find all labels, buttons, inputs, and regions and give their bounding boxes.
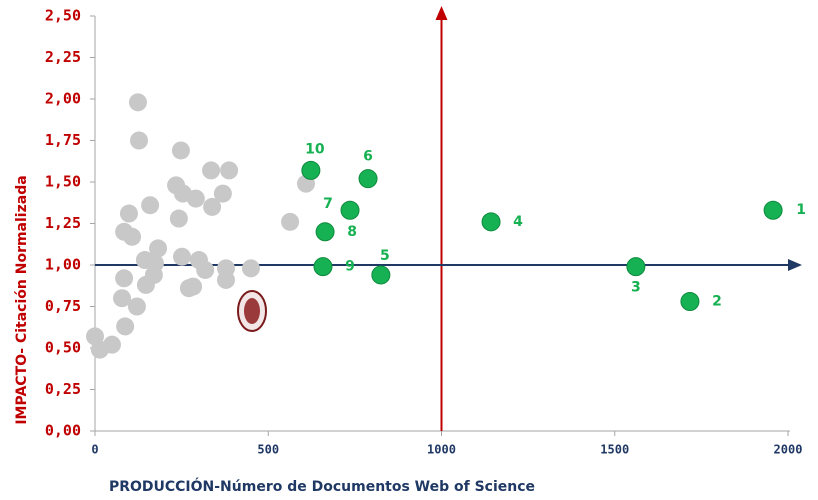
point-label: 4 — [513, 214, 523, 230]
point — [281, 212, 300, 231]
point — [371, 265, 391, 285]
point — [171, 141, 190, 160]
y-tick-label: 1,75 — [45, 131, 81, 149]
point — [196, 260, 215, 279]
point-label: 1 — [796, 202, 806, 218]
point — [481, 212, 501, 232]
point-label: 9 — [345, 259, 355, 275]
point — [128, 93, 147, 112]
x-tick-label: 1000 — [427, 443, 456, 457]
point — [763, 200, 783, 220]
point — [213, 184, 232, 203]
point — [340, 200, 360, 220]
y-tick-label: 1,50 — [45, 173, 81, 191]
y-reference-arrow — [788, 259, 802, 271]
y-tick-label: 0,25 — [45, 380, 81, 398]
y-tick-label: 0,00 — [45, 422, 81, 440]
y-tick-label: 2,00 — [45, 90, 81, 108]
x-tick-label: 1500 — [600, 443, 629, 457]
point — [141, 196, 160, 215]
point — [203, 197, 222, 216]
point — [102, 335, 121, 354]
point — [220, 161, 239, 180]
point-label: 5 — [380, 248, 390, 264]
x-tick-label: 2000 — [774, 443, 803, 457]
y-tick-label: 2,50 — [45, 7, 81, 25]
point — [127, 297, 146, 316]
point — [115, 269, 134, 288]
y-tick-label: 1,25 — [45, 214, 81, 232]
x-reference-arrow — [435, 6, 448, 20]
point-label: 2 — [712, 294, 722, 310]
point — [216, 270, 235, 289]
point — [626, 257, 646, 277]
point — [202, 161, 221, 180]
point — [174, 184, 193, 203]
point — [179, 279, 198, 298]
point — [315, 222, 335, 242]
point — [301, 160, 321, 180]
point — [116, 317, 135, 336]
y-axis-title: IMPACTO- Citación Normalizada — [14, 175, 30, 424]
logo — [237, 290, 267, 332]
point — [136, 275, 155, 294]
point — [130, 131, 149, 150]
point-label: 6 — [363, 149, 373, 165]
point-label: 10 — [305, 141, 325, 157]
point — [313, 257, 333, 277]
point — [149, 239, 168, 258]
point — [241, 259, 260, 278]
point — [172, 247, 191, 266]
point — [113, 289, 132, 308]
y-tick-label: 2,25 — [45, 48, 81, 66]
x-axis-title: PRODUCCIÓN-Número de Documentos Web of S… — [109, 477, 535, 495]
point-label: 7 — [323, 196, 333, 212]
point — [123, 227, 142, 246]
point — [358, 169, 378, 189]
point — [119, 204, 138, 223]
point — [680, 292, 700, 312]
x-tick-label: 500 — [257, 443, 279, 457]
point-label: 8 — [347, 224, 357, 240]
x-tick-label: 0 — [91, 443, 98, 457]
y-tick-label: 0,50 — [45, 339, 81, 357]
y-tick-label: 1,00 — [45, 256, 81, 274]
point-label: 3 — [631, 280, 641, 296]
point — [169, 209, 188, 228]
y-tick-label: 0,75 — [45, 297, 81, 315]
